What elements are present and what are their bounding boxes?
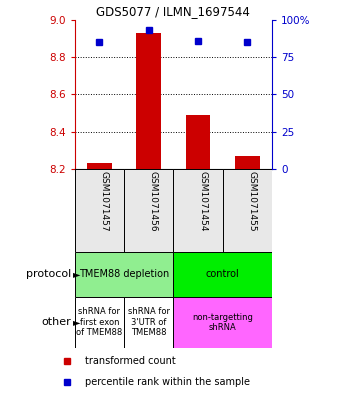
Text: ►: ► (73, 269, 81, 279)
Text: TMEM88 depletion: TMEM88 depletion (79, 269, 169, 279)
Text: percentile rank within the sample: percentile rank within the sample (85, 377, 250, 387)
Bar (136, 33, 161, 169)
Text: control: control (206, 269, 240, 279)
Bar (173, 169, 223, 252)
Text: GSM1071457: GSM1071457 (99, 171, 108, 232)
Text: GSM1071454: GSM1071454 (198, 171, 207, 232)
Bar (124, 297, 173, 348)
Bar (173, 252, 272, 297)
Bar (75, 297, 124, 348)
Text: shRNA for
first exon
of TMEM88: shRNA for first exon of TMEM88 (76, 307, 123, 337)
Bar (87, 163, 112, 169)
Text: other: other (41, 317, 71, 327)
Text: transformed count: transformed count (85, 356, 176, 365)
Bar (223, 169, 272, 252)
Bar (173, 297, 272, 348)
Bar (124, 169, 173, 252)
Title: GDS5077 / ILMN_1697544: GDS5077 / ILMN_1697544 (97, 6, 250, 18)
Bar (75, 252, 173, 297)
Text: non-targetting
shRNA: non-targetting shRNA (192, 312, 253, 332)
Text: protocol: protocol (26, 269, 71, 279)
Text: GSM1071455: GSM1071455 (247, 171, 256, 232)
Bar (75, 169, 124, 252)
Bar (186, 115, 210, 169)
Text: GSM1071456: GSM1071456 (149, 171, 158, 232)
Bar (235, 156, 260, 169)
Text: shRNA for
3'UTR of
TMEM88: shRNA for 3'UTR of TMEM88 (128, 307, 170, 337)
Text: ►: ► (73, 317, 81, 327)
